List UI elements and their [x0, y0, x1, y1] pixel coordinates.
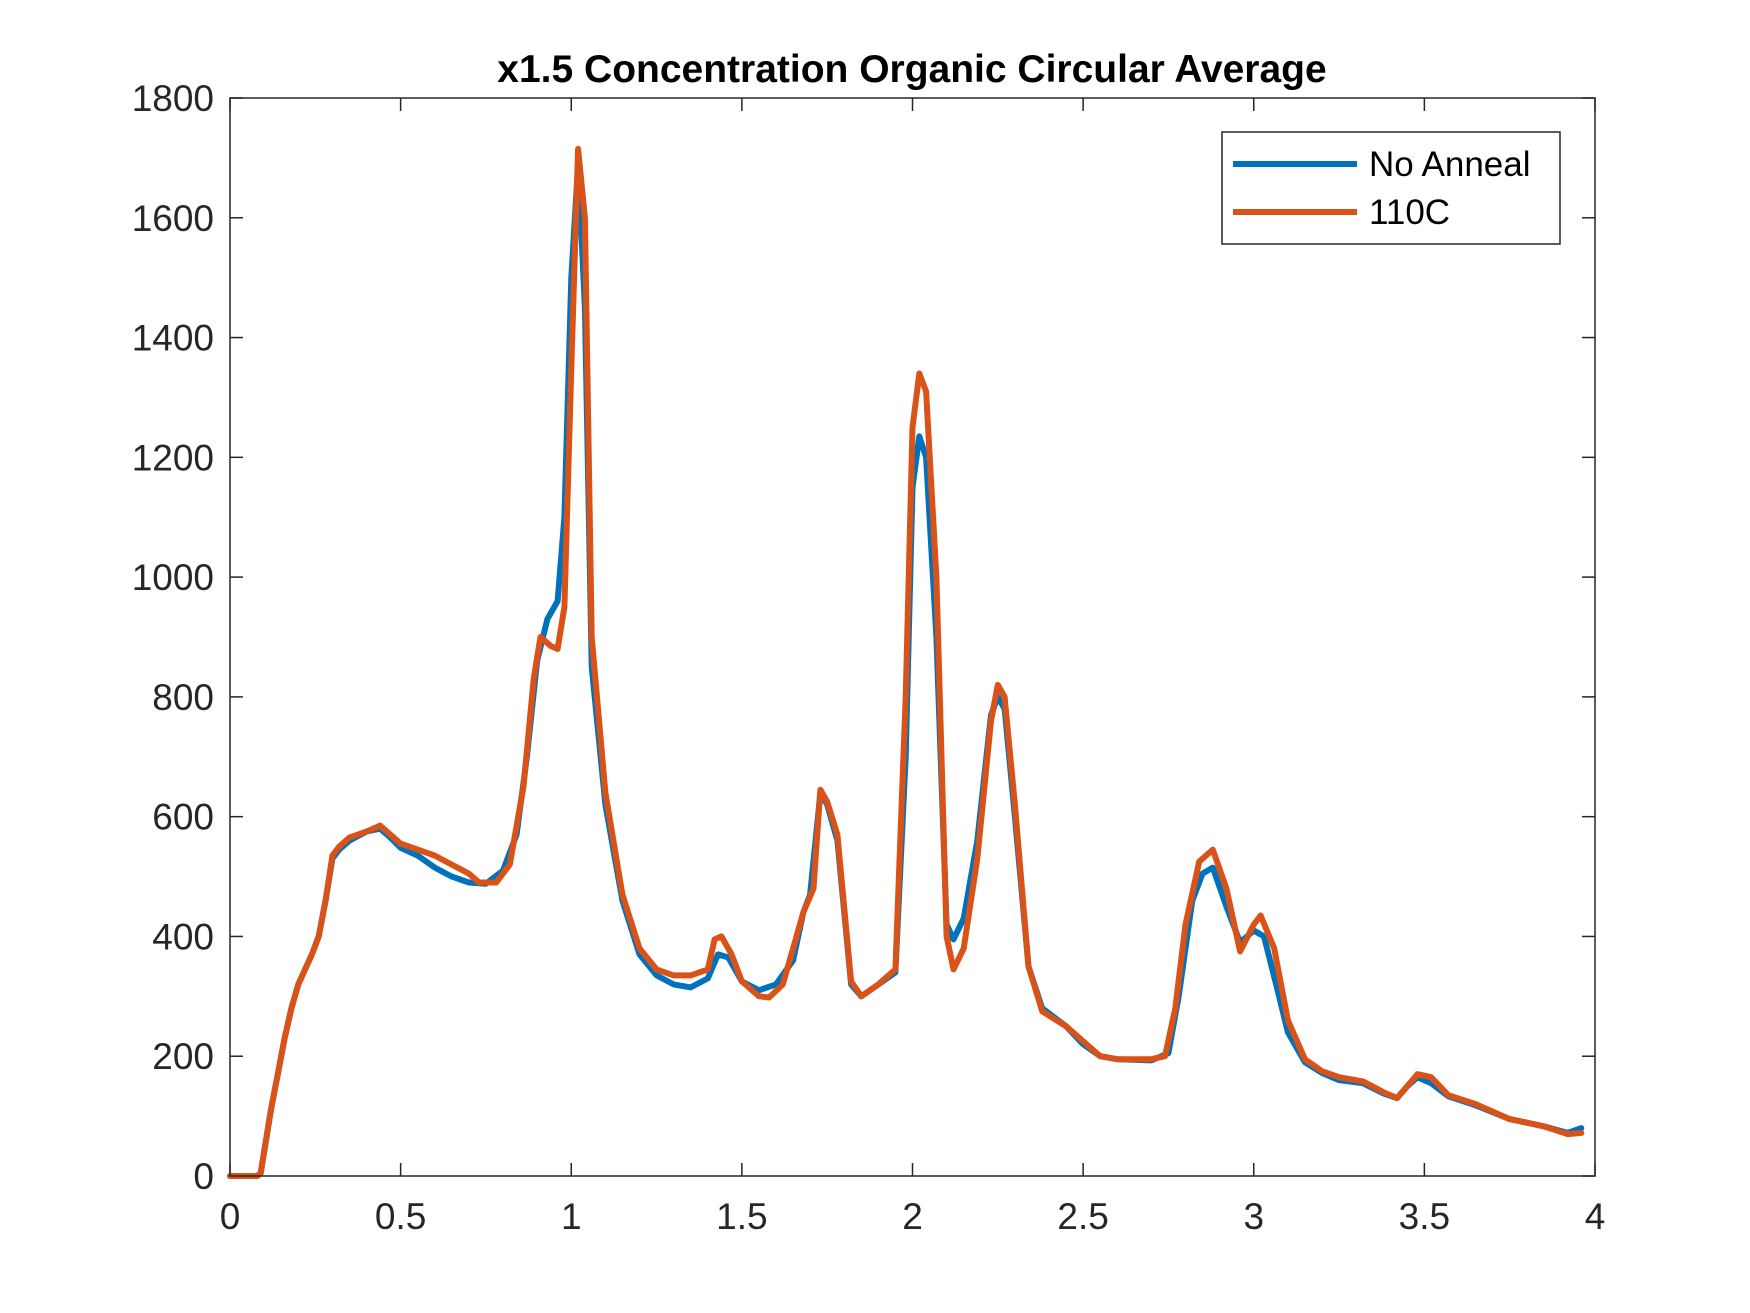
plot-frame	[229, 97, 1596, 1177]
legend-label-no-anneal: No Anneal	[1369, 145, 1531, 184]
y-tick-label: 1400	[132, 318, 214, 359]
y-axis: 0 200 400 600 800 1000 1200 1400 1600 1800	[132, 78, 1595, 1197]
legend: No Anneal 110C	[1221, 131, 1561, 245]
plot-area	[230, 98, 1595, 1176]
series-line-110c	[227, 145, 1585, 1179]
x-tick-label: 0	[220, 1196, 241, 1237]
legend-label-110c: 110C	[1369, 193, 1450, 232]
x-tick-label: 1	[561, 1196, 582, 1237]
x-tick-label: 2	[902, 1196, 923, 1237]
y-tick-label: 600	[152, 797, 214, 838]
x-tick-label: 3.5	[1399, 1196, 1450, 1237]
y-tick-label: 400	[152, 916, 214, 957]
x-tick-label: 4	[1585, 1196, 1606, 1237]
y-tick-label: 800	[152, 677, 214, 718]
y-tick-label: 200	[152, 1036, 214, 1077]
x-tick-label: 1.5	[716, 1196, 767, 1237]
x-tick-label: 2.5	[1057, 1196, 1108, 1237]
series-layer	[227, 145, 1585, 1179]
x-tick-label: 3	[1243, 1196, 1264, 1237]
y-tick-label: 1200	[132, 437, 214, 478]
chart-title: x1.5 Concentration Organic Circular Aver…	[497, 48, 1326, 91]
x-tick-label: 0.5	[375, 1196, 426, 1237]
y-tick-label: 1800	[132, 78, 214, 119]
y-tick-label: 1000	[132, 557, 214, 598]
legend-box	[1221, 131, 1561, 245]
y-tick-label: 1600	[132, 198, 214, 239]
y-tick-label: 0	[193, 1156, 214, 1197]
x-axis: 0 0.5 1 1.5 2 2.5 3 3.5 4	[220, 98, 1606, 1237]
